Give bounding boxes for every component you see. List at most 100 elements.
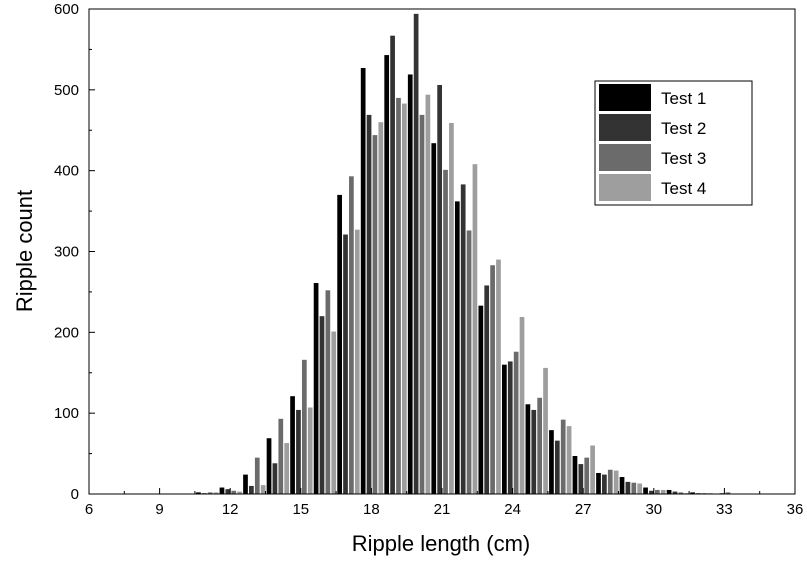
bar-test1-16 <box>313 283 319 494</box>
bar-test2-27 <box>578 464 584 494</box>
legend-swatch-test1 <box>599 84 651 111</box>
bar-test2-26 <box>554 440 560 494</box>
legend-label-test4: Test 4 <box>661 179 706 198</box>
bar-test2-29 <box>625 481 631 495</box>
bar-test4-13 <box>260 485 266 494</box>
x-tick-label: 9 <box>155 501 163 518</box>
bar-test1-24 <box>502 364 507 494</box>
bar-test1-31 <box>666 489 672 494</box>
bar-test2-30 <box>649 490 654 494</box>
bar-test3-24 <box>513 351 519 494</box>
bar-test4-14 <box>284 443 290 494</box>
y-tick-label: 200 <box>54 324 79 341</box>
bar-test2-24 <box>507 361 513 494</box>
bar-test3-12 <box>231 490 237 494</box>
x-tick-label: 15 <box>292 501 309 518</box>
x-tick-label: 12 <box>222 501 239 518</box>
bar-test4-26 <box>566 426 572 494</box>
legend-swatch-test2 <box>599 114 651 141</box>
bar-test2-14 <box>272 463 278 494</box>
bar-test3-25 <box>537 397 543 494</box>
bar-test1-20 <box>407 74 413 494</box>
x-tick-label: 27 <box>575 501 592 518</box>
x-tick-label: 33 <box>716 501 733 518</box>
bar-test1-29 <box>619 477 625 494</box>
legend-swatch-test4 <box>599 174 651 201</box>
y-tick-label: 0 <box>71 486 79 503</box>
bar-test4-27 <box>590 445 595 494</box>
bar-test1-18 <box>360 68 366 494</box>
x-tick-label: 21 <box>434 501 451 518</box>
bar-test3-26 <box>560 419 566 494</box>
bar-test3-31 <box>678 492 684 494</box>
bar-test1-19 <box>384 55 390 494</box>
y-tick-label: 500 <box>54 82 79 99</box>
bar-test4-16 <box>331 331 337 494</box>
bar-test1-14 <box>266 438 272 494</box>
bar-test4-11 <box>213 492 219 494</box>
y-tick-label: 600 <box>54 1 79 18</box>
bar-test2-13 <box>249 485 254 494</box>
bar-test2-21 <box>437 84 442 494</box>
bar-test2-19 <box>390 35 395 495</box>
bar-test4-24 <box>519 316 525 494</box>
bar-test2-31 <box>672 491 678 494</box>
bar-test4-25 <box>543 367 548 494</box>
y-tick-label: 400 <box>54 163 79 180</box>
x-tick-label: 36 <box>787 501 804 518</box>
bar-test2-20 <box>413 13 419 494</box>
bar-test2-25 <box>531 409 537 494</box>
bar-test2-22 <box>460 184 466 494</box>
bar-test3-14 <box>278 418 284 494</box>
bar-test2-16 <box>319 316 325 494</box>
x-tick-label: 6 <box>85 501 93 518</box>
bar-test3-28 <box>607 469 613 494</box>
bar-test3-30 <box>654 489 660 494</box>
bar-test4-23 <box>496 259 501 494</box>
bar-test1-25 <box>525 404 531 494</box>
bar-test3-19 <box>396 97 401 495</box>
bar-test3-18 <box>372 135 378 494</box>
y-tick-label: 300 <box>54 244 79 261</box>
bar-test4-18 <box>378 122 384 495</box>
bar-test1-22 <box>454 201 460 494</box>
ticks-layer: 6 9 12 15 18 21 24 27 30 33 36 0 100 200 300 400 500 600 <box>54 1 803 518</box>
x-tick-label: 18 <box>363 501 380 518</box>
y-axis-title: Ripple count <box>12 190 37 312</box>
bar-test4-22 <box>472 164 478 494</box>
bar-test3-27 <box>584 457 590 495</box>
x-tick-label: 30 <box>645 501 662 518</box>
bar-test4-21 <box>449 122 454 494</box>
bar-test3-15 <box>301 359 307 494</box>
bar-test3-20 <box>419 114 425 494</box>
legend: Test 1 Test 2 Test 3 Test 4 <box>594 80 753 206</box>
bar-test1-23 <box>478 305 484 494</box>
bar-test3-21 <box>443 169 448 495</box>
bar-test1-21 <box>431 143 437 494</box>
bar-test2-17 <box>343 234 348 494</box>
legend-label-test3: Test 3 <box>661 149 706 168</box>
bar-test4-28 <box>613 470 619 494</box>
bar-test3-23 <box>490 265 495 494</box>
bar-test4-12 <box>237 491 242 494</box>
bar-test3-13 <box>254 457 260 495</box>
bar-test2-23 <box>484 285 490 494</box>
bar-test2-28 <box>602 474 607 494</box>
bar-test3-11 <box>207 492 213 494</box>
bar-test3-16 <box>325 290 331 494</box>
bar-test2-12 <box>225 489 231 494</box>
bar-test1-17 <box>337 194 342 495</box>
bar-test1-32 <box>690 492 695 494</box>
legend-swatch-test3 <box>599 144 651 171</box>
legend-label-test2: Test 2 <box>661 119 706 138</box>
bar-test3-29 <box>631 482 637 494</box>
legend-label-test1: Test 1 <box>661 89 706 108</box>
bar-test1-12 <box>219 487 225 494</box>
bar-test1-13 <box>243 474 248 494</box>
bar-test1-15 <box>290 396 295 494</box>
bar-test3-22 <box>466 230 472 495</box>
bar-test4-20 <box>425 94 431 495</box>
x-axis-title: Ripple length (cm) <box>352 531 531 556</box>
bar-test3-33 <box>725 492 731 494</box>
